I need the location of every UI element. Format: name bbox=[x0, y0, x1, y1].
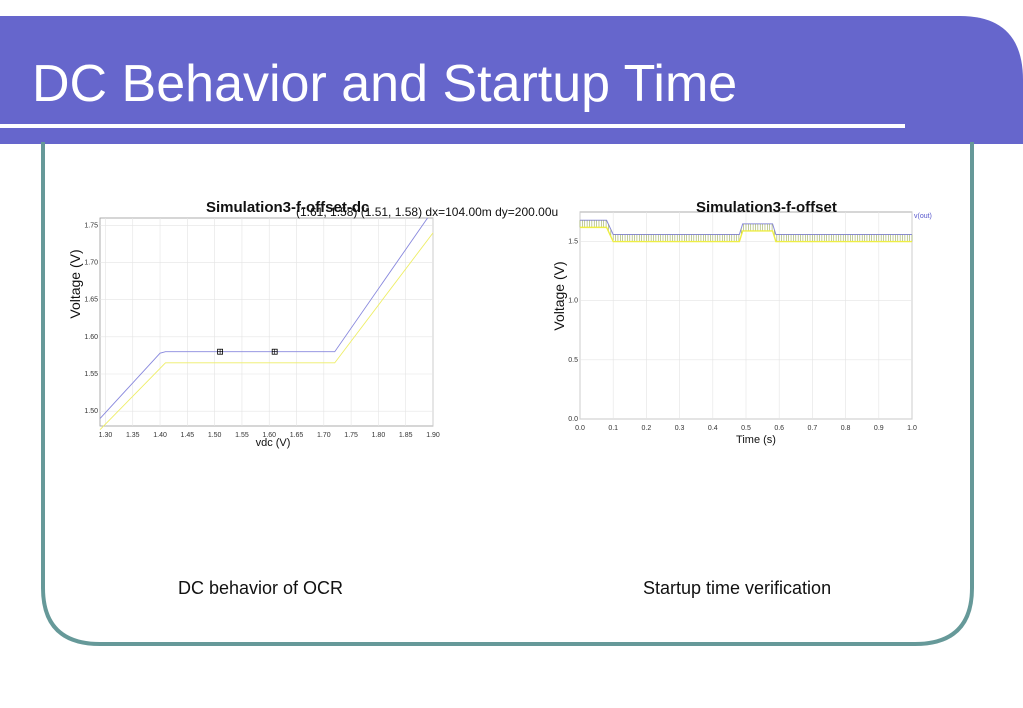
x-tick-label: 0.6 bbox=[774, 425, 784, 432]
startup-time-chart: 0.0 0.1 0.2 0.3 0.4 0.5 0.6 0.7 0.8 0.9 1.0 0.0 0.5… bbox=[540, 192, 940, 467]
y-tick-label: 1.60 bbox=[84, 334, 98, 341]
x-tick-label: 1.30 bbox=[99, 432, 113, 439]
x-tick-labels: 0.0 0.1 0.2 0.3 0.4 0.5 0.6 0.7 0.8 0.9 1.0 bbox=[575, 425, 917, 432]
x-tick-label: 0.1 bbox=[608, 425, 618, 432]
x-tick-label: 0.9 bbox=[874, 425, 884, 432]
slide-header: DC Behavior and Startup Time bbox=[0, 16, 1023, 144]
y-tick-labels: 0.0 0.5 1.0 1.5 bbox=[568, 239, 578, 423]
series-line-0 bbox=[99, 217, 428, 419]
plot-area bbox=[99, 217, 434, 427]
x-tick-label: 0.5 bbox=[741, 425, 751, 432]
series-line-1 bbox=[99, 232, 434, 431]
y-tick-label: 1.75 bbox=[84, 222, 98, 229]
y-tick-label: 1.0 bbox=[568, 298, 578, 305]
y-tick-label: 0.5 bbox=[568, 357, 578, 364]
y-tick-label: 1.50 bbox=[84, 408, 98, 415]
x-tick-label: 0.7 bbox=[808, 425, 818, 432]
x-axis-label: vdc (V) bbox=[256, 437, 291, 449]
y-tick-label: 1.70 bbox=[84, 260, 98, 267]
series-lines bbox=[579, 219, 913, 243]
x-tick-label: 1.75 bbox=[344, 432, 358, 439]
x-tick-label: 1.70 bbox=[317, 432, 331, 439]
x-tick-label: 1.65 bbox=[290, 432, 304, 439]
header-shape bbox=[0, 16, 1023, 144]
x-tick-label: 1.85 bbox=[399, 432, 413, 439]
slide-title: DC Behavior and Startup Time bbox=[32, 55, 738, 113]
x-axis-label: Time (s) bbox=[736, 434, 776, 446]
x-tick-label: 1.40 bbox=[153, 432, 167, 439]
x-tick-label: 1.80 bbox=[372, 432, 386, 439]
ripple-band bbox=[579, 220, 913, 242]
cursor-markers bbox=[217, 348, 278, 355]
dc-chart-svg: 1.30 1.35 1.40 1.45 1.50 1.55 1.60 1.65 1.70 1.75… bbox=[67, 199, 558, 449]
x-tick-label: 1.45 bbox=[181, 432, 195, 439]
y-tick-label: 1.55 bbox=[84, 371, 98, 378]
ripple-lower-edge bbox=[580, 226, 912, 243]
x-tick-label: 0.4 bbox=[708, 425, 718, 432]
startup-chart-svg: 0.0 0.1 0.2 0.3 0.4 0.5 0.6 0.7 0.8 0.9 1.0 0.0 0.5… bbox=[551, 199, 932, 446]
dc-behavior-chart: 1.30 1.35 1.40 1.45 1.50 1.55 1.60 1.65 1.70 1.75… bbox=[60, 192, 558, 467]
caption-left: DC behavior of OCR bbox=[178, 578, 344, 598]
header-background bbox=[0, 16, 1023, 144]
y-tick-labels: 1.50 1.55 1.60 1.65 1.70 1.75 bbox=[84, 222, 98, 415]
frame-border bbox=[41, 142, 974, 646]
header-underline bbox=[0, 124, 905, 128]
x-tick-label: 0.3 bbox=[675, 425, 685, 432]
x-tick-label: 1.55 bbox=[235, 432, 249, 439]
x-tick-label: 0.2 bbox=[642, 425, 652, 432]
x-tick-label: 1.60 bbox=[262, 432, 276, 439]
y-tick-label: 0.0 bbox=[568, 416, 578, 423]
x-tick-label: 1.90 bbox=[426, 432, 440, 439]
x-tick-label: 1.35 bbox=[126, 432, 140, 439]
y-tick-label: 1.5 bbox=[568, 239, 578, 246]
grid bbox=[100, 218, 434, 426]
y-axis-label: Voltage (V) bbox=[67, 249, 83, 318]
y-axis-label: Voltage (V) bbox=[551, 261, 567, 330]
legend-entry-vout: v(out) bbox=[914, 213, 932, 220]
x-tick-label: 0.8 bbox=[841, 425, 851, 432]
x-tick-label: 1.0 bbox=[907, 425, 917, 432]
series-lines bbox=[99, 217, 434, 431]
chart-title: Simulation3-f-offset bbox=[696, 199, 837, 216]
x-tick-label: 0.0 bbox=[575, 425, 585, 432]
caption-right: Startup time verification bbox=[643, 578, 832, 598]
cursor-annotation: (1.61, 1.58) (1.51, 1.58) dx=104.00m dy=… bbox=[296, 205, 558, 219]
x-tick-label: 1.50 bbox=[208, 432, 222, 439]
chart-title: Simulation3-f-offset-dc bbox=[206, 199, 369, 216]
y-tick-label: 1.65 bbox=[84, 297, 98, 304]
x-tick-labels: 1.30 1.35 1.40 1.45 1.50 1.55 1.60 1.65 1.70 1.75… bbox=[99, 432, 440, 439]
